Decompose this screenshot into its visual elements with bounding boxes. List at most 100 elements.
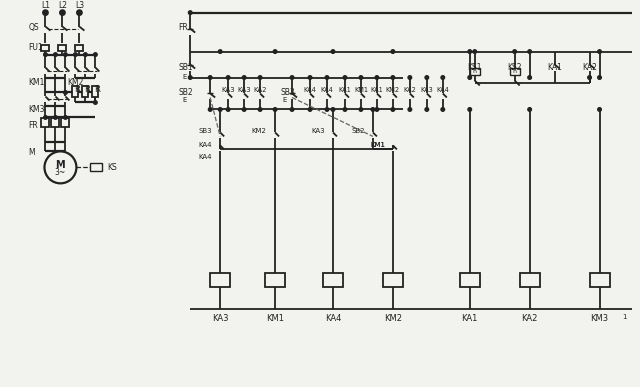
Text: E: E — [182, 98, 187, 103]
Text: KS: KS — [108, 163, 117, 172]
Circle shape — [54, 53, 57, 57]
Circle shape — [598, 50, 602, 53]
Text: FR: FR — [29, 121, 38, 130]
Circle shape — [63, 91, 67, 94]
Circle shape — [209, 108, 212, 111]
Bar — [509, 68, 520, 75]
Text: KM2: KM2 — [386, 87, 400, 94]
Bar — [460, 273, 480, 287]
Text: KA4: KA4 — [436, 87, 449, 94]
Bar — [520, 273, 540, 287]
Circle shape — [44, 53, 47, 57]
Text: KA1: KA1 — [547, 63, 562, 72]
Circle shape — [63, 116, 67, 119]
Text: SB1: SB1 — [178, 63, 193, 72]
Circle shape — [598, 108, 602, 111]
Circle shape — [273, 50, 277, 53]
Text: L2: L2 — [58, 1, 67, 10]
Circle shape — [468, 50, 472, 53]
Bar — [42, 118, 49, 127]
Text: KA4: KA4 — [321, 87, 333, 94]
Text: SB2: SB2 — [178, 88, 193, 97]
Circle shape — [218, 108, 222, 111]
Text: KA4: KA4 — [303, 87, 316, 94]
Circle shape — [513, 50, 516, 53]
Bar — [72, 86, 79, 98]
Text: L1: L1 — [41, 1, 50, 10]
Circle shape — [375, 76, 379, 79]
Bar — [323, 273, 343, 287]
Circle shape — [188, 76, 192, 79]
Circle shape — [331, 50, 335, 53]
Text: R: R — [95, 85, 100, 94]
Circle shape — [259, 76, 262, 79]
Circle shape — [243, 108, 246, 111]
Text: KA2: KA2 — [253, 87, 267, 94]
Bar — [76, 45, 83, 51]
Circle shape — [74, 53, 77, 57]
Circle shape — [391, 76, 395, 79]
Text: R: R — [84, 85, 90, 94]
Circle shape — [308, 108, 312, 111]
Circle shape — [371, 108, 374, 111]
Text: KA4: KA4 — [198, 142, 212, 148]
Circle shape — [291, 108, 294, 111]
Text: M: M — [56, 160, 65, 170]
Circle shape — [359, 108, 363, 111]
Bar — [470, 68, 480, 75]
Bar — [42, 45, 49, 51]
Circle shape — [441, 108, 445, 111]
Circle shape — [54, 116, 57, 119]
Circle shape — [375, 108, 379, 111]
Circle shape — [325, 76, 329, 79]
Circle shape — [63, 53, 67, 57]
Circle shape — [588, 76, 591, 79]
Bar — [90, 163, 102, 171]
Circle shape — [408, 76, 412, 79]
Circle shape — [243, 76, 246, 79]
Text: E: E — [282, 98, 287, 103]
Circle shape — [60, 10, 65, 15]
Text: KA4: KA4 — [198, 154, 212, 160]
Circle shape — [291, 76, 294, 79]
Text: KA3: KA3 — [212, 313, 228, 323]
Circle shape — [227, 76, 230, 79]
Bar — [210, 273, 230, 287]
Text: KA1: KA1 — [461, 313, 478, 323]
Circle shape — [408, 108, 412, 111]
Text: KA1: KA1 — [371, 87, 383, 94]
Text: KA3: KA3 — [311, 128, 325, 134]
Text: KA4: KA4 — [324, 313, 341, 323]
Circle shape — [391, 108, 395, 111]
Text: KA2: KA2 — [403, 87, 416, 94]
Text: FU1: FU1 — [29, 43, 43, 52]
Circle shape — [188, 11, 192, 14]
Bar — [265, 273, 285, 287]
Circle shape — [473, 50, 477, 53]
Circle shape — [44, 151, 76, 183]
Text: KM1: KM1 — [354, 87, 368, 94]
Circle shape — [93, 53, 97, 57]
Text: KM2: KM2 — [252, 128, 266, 134]
Text: 3~: 3~ — [55, 168, 66, 177]
Text: R: R — [74, 85, 81, 94]
Circle shape — [331, 108, 335, 111]
Circle shape — [441, 76, 445, 79]
Text: KM2: KM2 — [384, 313, 402, 323]
Text: KA2: KA2 — [582, 63, 597, 72]
Circle shape — [44, 116, 47, 119]
Text: n: n — [513, 69, 516, 74]
Circle shape — [391, 50, 395, 53]
Text: L3: L3 — [75, 1, 84, 10]
Text: SB2: SB2 — [351, 128, 365, 134]
Circle shape — [77, 10, 82, 15]
Text: KA3: KA3 — [420, 87, 433, 94]
Bar — [51, 118, 60, 127]
Circle shape — [227, 108, 230, 111]
Circle shape — [273, 108, 277, 111]
Text: KM2: KM2 — [67, 78, 84, 87]
Text: KA2: KA2 — [522, 313, 538, 323]
Text: QS: QS — [29, 23, 39, 32]
Text: KM1: KM1 — [29, 78, 45, 87]
Circle shape — [84, 53, 87, 57]
